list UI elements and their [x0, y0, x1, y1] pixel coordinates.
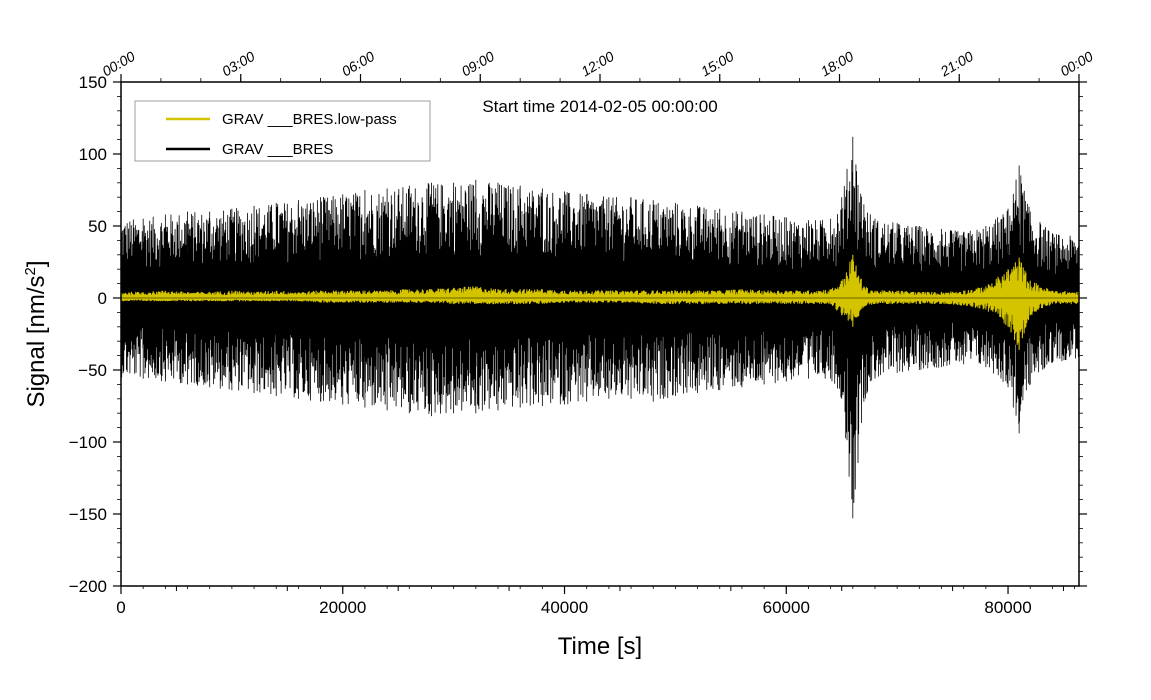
y-tick-label-0: 150 — [79, 73, 107, 92]
x-tick-label-0: 0 — [116, 598, 125, 617]
legend: GRAV ___BRES.low-pass GRAV ___BRES — [134, 100, 431, 162]
start-time-annotation: Start time 2014-02-05 00:00:00 — [482, 97, 717, 116]
y-tick-label-7: −200 — [69, 577, 107, 596]
y-tick-label-3: 0 — [98, 289, 107, 308]
x-tick-label-3: 60000 — [763, 598, 810, 617]
y-tick-label-5: −100 — [69, 433, 107, 452]
y-axis-title: Signal [nm/s2] — [22, 260, 50, 407]
y-axis-title-sup: 2 — [22, 267, 39, 275]
x-tick-label-4: 80000 — [984, 598, 1031, 617]
y-tick-label-6: −150 — [69, 505, 107, 524]
y-axis-title-end: ] — [23, 260, 50, 267]
y-axis-title-main: Signal [nm/s — [23, 275, 50, 407]
x-tick-label-2: 40000 — [541, 598, 588, 617]
x-tick-label-1: 20000 — [319, 598, 366, 617]
y-tick-label-4: −50 — [78, 361, 107, 380]
y-tick-label-1: 100 — [79, 145, 107, 164]
x-axis-title: Time [s] — [558, 633, 642, 660]
legend-box — [134, 100, 431, 162]
y-tick-label-2: 50 — [88, 217, 107, 236]
legend-label-lowpass: GRAV ___BRES.low-pass — [222, 111, 397, 128]
legend-label-raw: GRAV ___BRES — [222, 141, 333, 158]
